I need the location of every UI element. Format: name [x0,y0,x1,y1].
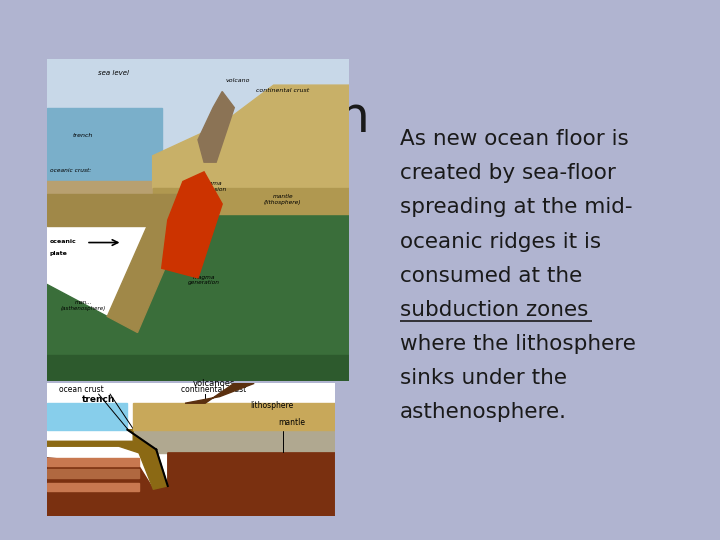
Text: sinks under the: sinks under the [400,368,567,388]
Text: ocean crust: ocean crust [59,384,104,394]
Text: sea level: sea level [98,70,129,77]
Text: volcanoes: volcanoes [193,379,235,388]
Polygon shape [162,172,222,278]
Text: man...
(asthenosphere): man... (asthenosphere) [60,300,106,311]
Polygon shape [198,92,234,162]
Polygon shape [47,214,349,381]
Polygon shape [47,458,139,466]
Polygon shape [47,483,139,491]
Polygon shape [47,107,162,181]
Text: continental crust: continental crust [256,87,310,92]
Text: mantle: mantle [278,418,305,427]
Text: created by sea-floor: created by sea-floor [400,163,616,184]
Text: subduction zones: subduction zones [400,300,588,320]
Text: Magma is generated at subduction zones where dense
oceanic plates are pushed und: Magma is generated at subduction zones w… [104,407,292,417]
Polygon shape [153,85,349,188]
Text: lithosphere: lithosphere [250,401,293,410]
Polygon shape [47,355,349,381]
Polygon shape [47,453,335,516]
Text: trench: trench [82,395,115,403]
Polygon shape [153,188,349,214]
Polygon shape [133,430,335,453]
Text: oceanic crust:: oceanic crust: [50,168,91,173]
Text: consumed at the: consumed at the [400,266,582,286]
Text: asthenosphere.: asthenosphere. [400,402,567,422]
Text: Subduction: Subduction [89,94,370,142]
Polygon shape [47,59,349,381]
Text: trench: trench [73,132,94,138]
Text: oceanic ridges it is: oceanic ridges it is [400,232,600,252]
Polygon shape [47,181,183,194]
Text: volcano: volcano [225,78,250,83]
Polygon shape [47,469,139,478]
Polygon shape [107,214,183,333]
Text: magma
generation: magma generation [188,274,220,285]
Text: continental crust: continental crust [181,386,246,395]
Text: plate: plate [50,252,68,256]
Polygon shape [47,383,335,516]
Text: -magma
ascension: -magma ascension [198,181,228,192]
Polygon shape [133,403,335,430]
Polygon shape [47,59,349,150]
Polygon shape [47,430,168,489]
Text: As new ocean floor is: As new ocean floor is [400,129,629,149]
Text: spreading at the mid-: spreading at the mid- [400,198,632,218]
Polygon shape [47,403,127,430]
Text: where the lithosphere: where the lithosphere [400,334,636,354]
Polygon shape [47,194,183,226]
Text: mantle
(lithosphere): mantle (lithosphere) [264,194,302,205]
Text: oceanic: oceanic [50,239,76,244]
Polygon shape [185,383,254,403]
